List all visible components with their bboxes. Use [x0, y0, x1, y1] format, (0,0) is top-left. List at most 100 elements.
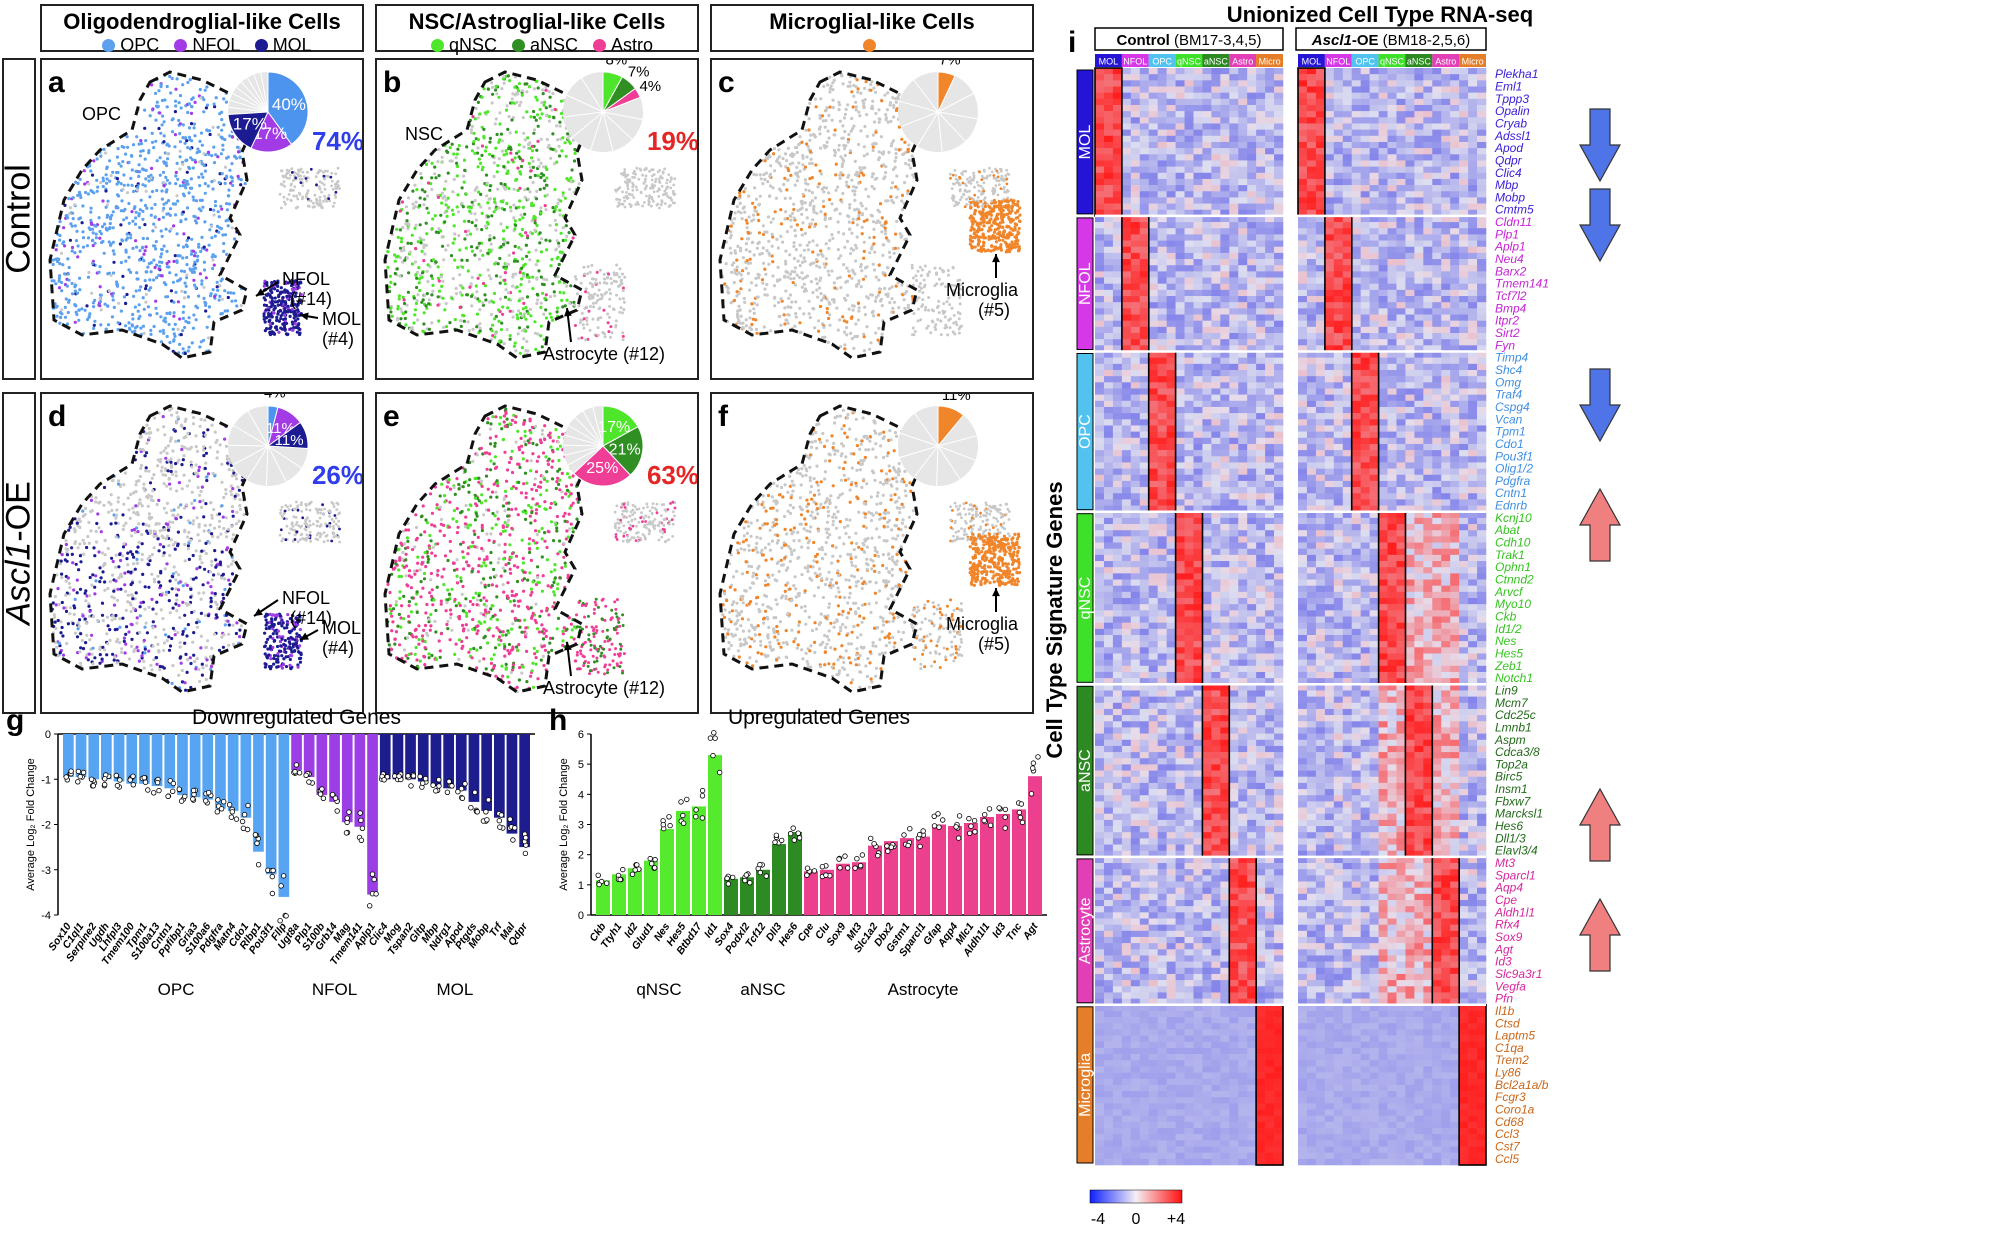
gene-label: Cldn11 — [1495, 215, 1532, 229]
replicate-dot — [410, 773, 417, 779]
gene-label: Marcksl1 — [1495, 807, 1543, 821]
replicate-dot — [303, 772, 309, 778]
replicate-dot — [1016, 809, 1023, 816]
bar — [215, 734, 226, 809]
olig-header-title: Oligodendroglial-like Cells — [63, 9, 341, 34]
replicate-dot — [433, 788, 439, 794]
bar — [468, 734, 480, 802]
bar — [354, 734, 366, 827]
row-label-control: Control — [0, 58, 38, 380]
replicate-dot — [763, 873, 769, 879]
gene-label: Arvcf — [1494, 585, 1524, 599]
group-label: qNSC — [636, 980, 681, 999]
umap-plot-a: a 40% 17%17% 74% OPC NFOL(#14)MOL(#4) — [48, 66, 364, 360]
replicate-dot — [241, 811, 248, 818]
replicate-dot — [778, 837, 785, 844]
replicate-dot — [254, 840, 260, 846]
replicate-dot — [648, 860, 655, 867]
replicate-dot — [885, 848, 891, 854]
replicate-dot — [680, 812, 686, 819]
scale-mid: 0 — [1132, 1211, 1141, 1228]
replicate-dot — [712, 735, 718, 741]
replicate-dot — [255, 861, 262, 868]
replicate-dot — [842, 853, 848, 859]
gene-label: Abat — [1494, 523, 1520, 537]
bar — [660, 829, 674, 915]
group-side-label: OPC — [1077, 414, 1094, 449]
control-header: Control (BM17-3,4,5) — [1116, 32, 1261, 49]
chart-title: Downregulated Genes — [192, 706, 401, 729]
gene-label: Bcl2a1a/b — [1495, 1078, 1549, 1092]
bar — [278, 734, 290, 897]
arrow-down-icon — [1578, 368, 1622, 443]
gene-label: Plp1 — [1495, 227, 1519, 241]
olig-legend: OPC NFOL MOL — [42, 35, 362, 56]
gene-label: Ccl5 — [1495, 1152, 1519, 1166]
pie-slice-label: 17% — [233, 114, 267, 133]
replicate-dot — [1019, 819, 1026, 826]
y-tick-label: 3 — [578, 820, 584, 832]
gene-label: Olig1/2 — [1495, 462, 1533, 476]
gene-label: Aspm — [1494, 733, 1526, 747]
bar — [980, 817, 994, 915]
gene-label: Lin9 — [1495, 684, 1518, 698]
gene-label: Kcnj10 — [1495, 511, 1532, 525]
replicate-dot — [523, 834, 529, 841]
column-header — [1095, 54, 1122, 67]
bar — [692, 806, 706, 915]
bar — [227, 734, 239, 811]
umap-cells — [720, 71, 1022, 358]
umap-cells — [50, 406, 342, 692]
replicate-dot — [220, 798, 227, 805]
replicate-dot — [371, 876, 377, 883]
bar — [455, 734, 467, 791]
replicate-dot — [296, 770, 303, 776]
bar — [1028, 776, 1042, 915]
gene-label: Pou3f1 — [1495, 449, 1533, 463]
gene-label: Pdgfra — [1495, 474, 1531, 488]
percent-total: 19% — [647, 126, 697, 156]
replicate-dot — [791, 837, 797, 843]
percent-total: 74% — [312, 126, 362, 156]
composition-pie: 4%11%11% — [227, 384, 309, 487]
replicate-dot — [729, 874, 736, 881]
percent-total: 26% — [312, 460, 362, 490]
bar — [900, 838, 914, 915]
heatmap-panel-i: Unionized Cell Type RNA-seq i Control (BM1… — [1042, 2, 1622, 1228]
replicate-dot — [417, 773, 423, 780]
replicate-dot — [329, 791, 336, 798]
gene-label: Mobp — [1495, 190, 1525, 204]
replicate-dot — [617, 876, 623, 883]
label-microglia: Microglia — [946, 614, 1019, 634]
replicate-dot — [859, 852, 866, 858]
pie-slice-label: 8% — [606, 60, 628, 69]
replicate-dot — [699, 787, 706, 794]
replicate-dot — [130, 773, 136, 779]
pie-slice — [267, 71, 309, 146]
replicate-dot — [269, 890, 276, 897]
panel-letter-g: g — [6, 704, 24, 737]
gene-label: Ccl3 — [1495, 1127, 1519, 1141]
panel-letter-e: e — [383, 400, 400, 433]
heatmap-title: Unionized Cell Type RNA-seq — [1227, 2, 1533, 27]
bar — [443, 734, 454, 789]
heatmap-block — [1298, 856, 1487, 1006]
pie-slice — [602, 87, 641, 113]
replicate-dot — [884, 843, 890, 849]
gene-label: Mt3 — [1495, 856, 1515, 870]
replicate-dot — [436, 783, 442, 789]
composition-pie: 17% 21% 25% — [562, 405, 644, 487]
replicate-dot — [986, 806, 993, 812]
y-tick-label: 2 — [578, 850, 584, 862]
heatmap-block — [1298, 215, 1487, 352]
gene-label: Itpr2 — [1495, 314, 1519, 328]
replicate-dot — [804, 872, 810, 878]
gene-label: Cdca3/8 — [1495, 745, 1540, 759]
scale-max: +4 — [1167, 1211, 1185, 1228]
replicate-dot — [367, 903, 373, 909]
y-tick-label: 6 — [578, 729, 584, 741]
gene-label: Timp4 — [1495, 351, 1529, 365]
replicate-dot — [293, 762, 300, 768]
replicate-dot — [845, 865, 851, 871]
replicate-dot — [773, 832, 780, 838]
